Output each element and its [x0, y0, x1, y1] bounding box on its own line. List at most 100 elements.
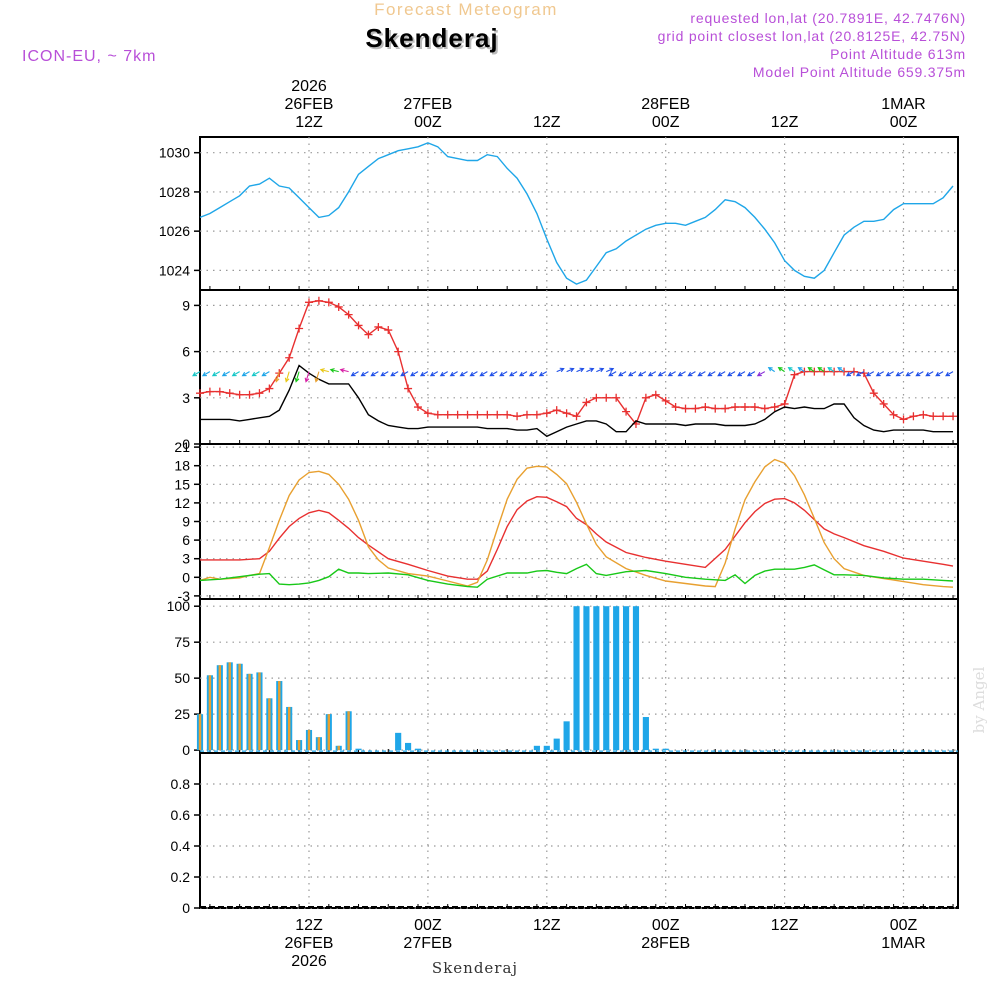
gust-marker [572, 412, 581, 421]
gust-marker [215, 387, 224, 396]
gust-marker [760, 404, 769, 413]
wind-direction-arrow [469, 371, 478, 377]
panel-3: -3 0 3 6 9 12 15 18 21 [174, 439, 959, 604]
product-title: Forecast Meteogram [374, 0, 558, 19]
series-line-prmsl [199, 142, 954, 285]
gust-marker [374, 322, 383, 331]
gust-marker [493, 410, 502, 419]
gust-marker [265, 384, 274, 393]
y-tick-label: 0.4 [171, 838, 191, 854]
low-cloud-bar [198, 714, 202, 751]
gust-marker [810, 367, 819, 376]
series-line-10m-wind [200, 364, 953, 438]
total-cloud-bar [405, 742, 412, 751]
gust-marker [255, 389, 264, 398]
gust-marker [731, 403, 740, 412]
low-cloud-bar [347, 711, 350, 751]
wind-direction-arrow [400, 371, 409, 377]
gust-marker [602, 393, 611, 402]
low-cloud-bar [297, 740, 301, 751]
y-tick-label: 0 [182, 900, 190, 916]
wind-direction-arrow [707, 371, 716, 377]
footer-location: Skenderaj [432, 959, 518, 977]
wind-direction-arrow [935, 371, 944, 377]
gust-marker [562, 409, 571, 418]
wind-direction-arrow [915, 371, 924, 377]
wind-direction-arrow [687, 371, 696, 377]
wind-direction-arrow [261, 371, 270, 377]
gust-marker [651, 390, 660, 399]
gust-marker [790, 370, 799, 379]
wind-direction-arrow [596, 367, 605, 373]
wind-direction-arrow [419, 371, 429, 377]
grid-coords: grid point closest lon,lat (20.8125E, 42… [658, 28, 966, 44]
y-tick-label: 0.6 [171, 807, 191, 823]
location-title-shadow: Skenderaj [367, 25, 500, 55]
wind-direction-arrow [627, 371, 637, 377]
gust-marker [285, 353, 294, 362]
top-time-label: 26FEB [285, 96, 334, 113]
top-time-label: 00Z [890, 114, 918, 131]
low-cloud-bar [268, 698, 271, 751]
wind-direction-arrow [837, 366, 845, 373]
wind-direction-arrow [647, 371, 657, 377]
wind-direction-arrow [945, 371, 954, 377]
gust-marker [592, 393, 601, 402]
wind-direction-arrow [274, 371, 280, 383]
gust-marker [532, 410, 541, 419]
wind-direction-arrow [787, 366, 795, 373]
total-cloud-bar [563, 721, 570, 751]
wind-direction-arrow [370, 371, 379, 377]
wind-direction-arrow [518, 371, 528, 377]
wind-direction-arrow [350, 371, 359, 377]
y-tick-label: 1030 [159, 145, 190, 161]
gust-marker [205, 387, 214, 396]
location-title: Skenderaj [365, 23, 498, 53]
wind-direction-arrow [294, 371, 300, 383]
gust-marker [196, 389, 204, 398]
low-cloud-bar [337, 745, 340, 751]
total-cloud-bar [395, 732, 402, 751]
wind-direction-arrow [360, 371, 369, 377]
wind-direction-arrow [756, 371, 766, 377]
low-cloud-bar [248, 673, 251, 751]
y-tick-label: 3 [182, 390, 190, 406]
time-label: 12Z [533, 917, 561, 934]
y-tick-label: 1028 [159, 184, 190, 200]
wind-direction-arrow [241, 371, 250, 377]
wind-direction-arrow [566, 367, 575, 373]
panel-4: 0 25 50 75 100 [167, 598, 959, 758]
watermark: by Angel [970, 666, 988, 733]
total-cloud-bar [662, 748, 669, 751]
time-label: 00Z [652, 917, 680, 934]
wind-direction-arrow [817, 366, 825, 373]
wind-direction-arrow [925, 371, 934, 377]
wind-direction-arrow [390, 371, 399, 377]
low-cloud-bar [287, 706, 291, 751]
wind-direction-arrow [509, 371, 518, 377]
wind-direction-arrow [192, 371, 201, 377]
time-label: 12Z [771, 917, 799, 934]
y-tick-label: 75 [174, 634, 190, 650]
wind-direction-arrow [201, 371, 211, 377]
gust-marker [641, 393, 650, 402]
gust-marker [245, 390, 254, 399]
gust-marker [612, 393, 621, 402]
gust-marker [889, 410, 898, 419]
total-cloud-bar [603, 606, 610, 751]
wind-direction-arrow [697, 371, 706, 377]
gust-marker [681, 404, 690, 413]
wind-direction-arrow [449, 371, 458, 377]
wind-direction-arrow [556, 367, 565, 373]
wind-direction-arrow [221, 371, 230, 377]
wind-direction-arrow [231, 371, 240, 377]
total-cloud-bar [613, 606, 620, 751]
wind-direction-arrow [211, 371, 221, 377]
low-cloud-bar [258, 672, 261, 751]
y-tick-label: 12 [174, 495, 190, 511]
low-cloud-bar [307, 729, 311, 751]
point-altitude: Point Altitude 613m [830, 46, 966, 62]
wind-direction-arrow [746, 371, 756, 377]
y-tick-label: 0 [182, 569, 190, 585]
wind-direction-arrow [608, 371, 617, 377]
